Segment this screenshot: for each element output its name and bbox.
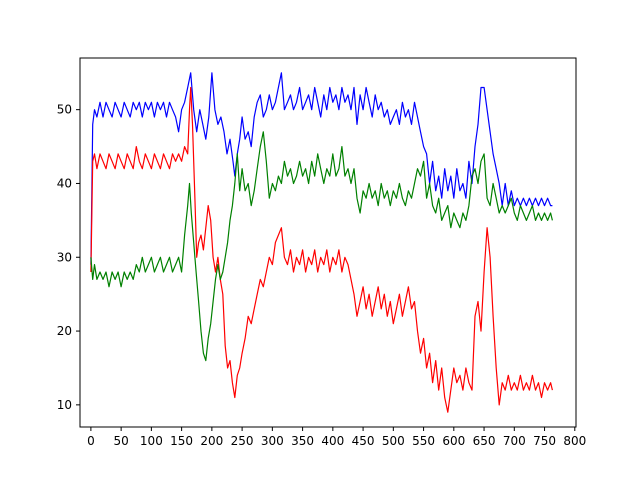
x-tick-label: 750	[533, 434, 556, 448]
x-tick-label: 200	[200, 434, 223, 448]
x-tick-label: 700	[503, 434, 526, 448]
x-tick-label: 50	[113, 434, 128, 448]
x-tick-label: 300	[261, 434, 284, 448]
y-axis: 10 20 30 40 50	[57, 103, 80, 412]
x-tick-label: 250	[231, 434, 254, 448]
series-layer	[90, 72, 553, 413]
series-line-2	[90, 86, 553, 413]
x-tick-label: 500	[382, 434, 405, 448]
x-tick-label: 650	[473, 434, 496, 448]
x-tick-label: 800	[563, 434, 586, 448]
plot-frame	[79, 57, 577, 428]
y-tick-label: 20	[57, 324, 72, 338]
y-tick-label: 30	[57, 250, 72, 264]
x-tick-label: 0	[87, 434, 95, 448]
x-tick-label: 550	[412, 434, 435, 448]
series-line-1	[90, 72, 553, 265]
x-tick-label: 450	[352, 434, 375, 448]
x-tick-label: 350	[291, 434, 314, 448]
x-tick-label: 600	[442, 434, 465, 448]
y-tick-label: 40	[57, 176, 72, 190]
y-tick-label: 50	[57, 103, 72, 117]
x-axis: 0 50 100 150 200 250 300 350 400 450 500 550 600 650 7…	[87, 427, 586, 448]
x-tick-label: 150	[170, 434, 193, 448]
x-tick-label: 400	[321, 434, 344, 448]
y-tick-label: 10	[57, 398, 72, 412]
x-tick-label: 100	[140, 434, 163, 448]
series-line-3	[90, 131, 553, 362]
